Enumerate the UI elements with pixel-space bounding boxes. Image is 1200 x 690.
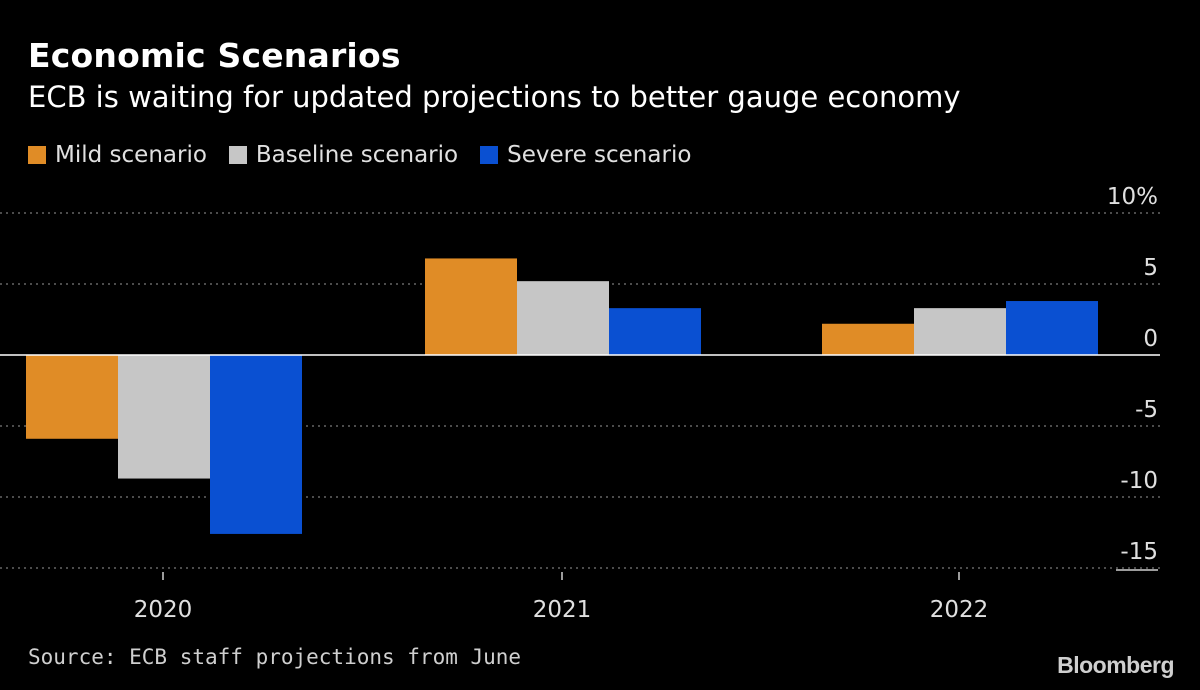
legend-item-severe: Severe scenario <box>480 142 691 168</box>
y-tick-label: 5 <box>1143 255 1158 281</box>
bar-2022-baseline <box>914 308 1006 355</box>
y-tick-label: 10% <box>1107 184 1158 210</box>
source-note: Source: ECB staff projections from June <box>28 645 522 669</box>
bar-2022-severe <box>1006 301 1098 355</box>
bar-2020-baseline <box>118 355 210 479</box>
axis-layer: 10% 5 0 -5 -10 -15 2020 2021 2022 <box>0 184 1160 623</box>
legend-item-mild: Mild scenario <box>28 142 207 168</box>
legend-label-severe: Severe scenario <box>507 142 692 168</box>
x-tick-label: 2022 <box>930 597 989 623</box>
y-tick-label: -15 <box>1120 539 1158 565</box>
bar-2022-mild <box>822 323 914 355</box>
chart-subtitle: ECB is waiting for updated projections t… <box>28 80 961 114</box>
legend-swatch-baseline <box>228 146 247 164</box>
bar-2021-severe <box>609 308 701 355</box>
x-tick-label: 2020 <box>134 597 193 623</box>
legend: Mild scenario Baseline scenario Severe s… <box>28 142 713 168</box>
legend-label-mild: Mild scenario <box>55 142 207 168</box>
chart-title: Economic Scenarios <box>28 36 401 75</box>
legend-label-baseline: Baseline scenario <box>255 142 459 168</box>
legend-item-baseline: Baseline scenario <box>228 142 459 168</box>
legend-swatch-mild <box>28 146 46 164</box>
bar-2021-mild <box>425 258 517 355</box>
bar-2020-mild <box>26 355 118 439</box>
bar-2020-severe <box>210 355 302 534</box>
x-tick-label: 2021 <box>533 597 592 623</box>
y-tick-label: 0 <box>1143 326 1158 352</box>
bar-layer <box>26 258 1098 534</box>
bloomberg-logo: Bloomberg <box>1057 652 1174 678</box>
y-tick-label: -5 <box>1135 397 1158 423</box>
legend-swatch-severe <box>480 146 499 164</box>
y-tick-label: -10 <box>1120 468 1158 494</box>
bar-2021-baseline <box>517 281 609 355</box>
